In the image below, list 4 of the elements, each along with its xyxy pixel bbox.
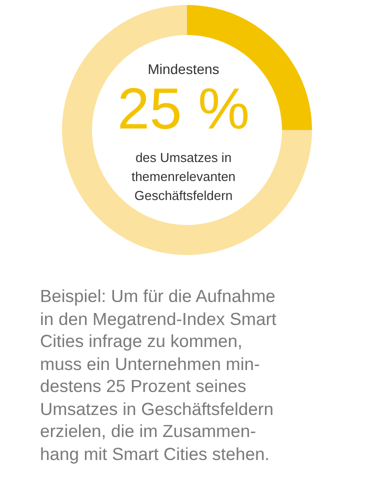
- text: Mindestens: [148, 61, 220, 77]
- text: des Umsatzes in themenrelevanten Geschäftsfeldern: [131, 150, 236, 203]
- text: Beispiel: Um für die Aufnahme in den Megatrend-Index Smart Cities infrage zu kommen, muss ein Unternehmen min- destens 25 Prozent seines Umsatzes in Geschäftsfeldern erzielen, die im Zusammen- hang mit Smart Cities stehen.: [40, 285, 278, 465]
- data-label: 25 %: [117, 76, 250, 142]
